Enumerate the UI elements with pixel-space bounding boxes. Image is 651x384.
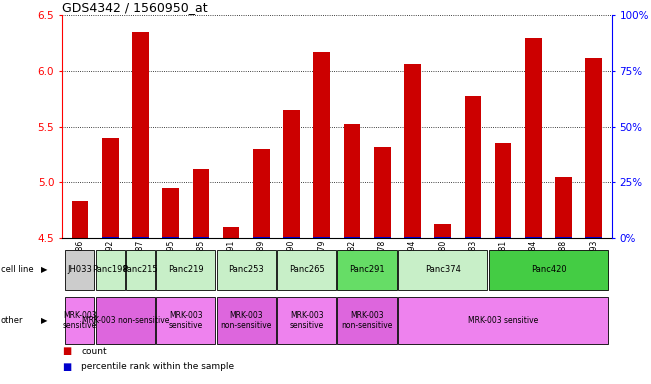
Text: JH033: JH033 [68, 265, 92, 274]
Bar [585, 237, 602, 238]
Bar [555, 237, 572, 238]
Bar [314, 237, 330, 238]
Bar [277, 297, 337, 344]
Bar [253, 237, 270, 238]
Bar [404, 65, 421, 238]
Bar [398, 250, 488, 290]
Text: Panc253: Panc253 [229, 265, 264, 274]
Bar [96, 250, 125, 290]
Text: MRK-003
sensitive: MRK-003 sensitive [290, 311, 324, 330]
Bar [162, 237, 179, 238]
Bar [66, 297, 94, 344]
Bar [72, 201, 89, 238]
Text: Panc219: Panc219 [168, 265, 204, 274]
Text: ▶: ▶ [41, 265, 48, 274]
Bar [337, 250, 396, 290]
Bar [344, 124, 360, 238]
Bar [495, 237, 512, 238]
Bar [495, 144, 512, 238]
Bar [283, 110, 300, 238]
Bar [66, 250, 94, 290]
Text: ■: ■ [62, 362, 71, 372]
Bar [132, 237, 148, 238]
Bar [404, 237, 421, 238]
Text: count: count [81, 347, 107, 356]
Bar [525, 237, 542, 238]
Bar [193, 169, 209, 238]
Bar [217, 250, 276, 290]
Bar [126, 250, 155, 290]
Text: MRK-003 sensitive: MRK-003 sensitive [468, 316, 538, 325]
Bar [102, 138, 118, 238]
Text: GDS4342 / 1560950_at: GDS4342 / 1560950_at [62, 1, 208, 14]
Bar [102, 237, 118, 238]
Bar [465, 237, 481, 238]
Bar [96, 297, 155, 344]
Bar [398, 297, 608, 344]
Bar [489, 250, 608, 290]
Bar [465, 96, 481, 238]
Text: Panc215: Panc215 [122, 265, 158, 274]
Bar [344, 237, 360, 238]
Bar [555, 177, 572, 238]
Text: Panc291: Panc291 [350, 265, 385, 274]
Text: MRK-003
sensitive: MRK-003 sensitive [63, 311, 97, 330]
Bar [156, 297, 215, 344]
Text: ■: ■ [62, 346, 71, 356]
Bar [193, 237, 209, 238]
Bar [253, 149, 270, 238]
Bar [374, 237, 391, 238]
Bar [374, 147, 391, 238]
Text: MRK-003
sensitive: MRK-003 sensitive [169, 311, 203, 330]
Bar [585, 58, 602, 238]
Bar [434, 223, 451, 238]
Text: MRK-003
non-sensitive: MRK-003 non-sensitive [221, 311, 272, 330]
Bar [525, 38, 542, 238]
Text: other: other [1, 316, 23, 325]
Bar [277, 250, 337, 290]
Text: percentile rank within the sample: percentile rank within the sample [81, 362, 234, 371]
Text: cell line: cell line [1, 265, 33, 274]
Text: Panc198: Panc198 [92, 265, 128, 274]
Text: Panc420: Panc420 [531, 265, 566, 274]
Bar [223, 227, 240, 238]
Bar [434, 237, 451, 238]
Bar [283, 237, 300, 238]
Text: Panc265: Panc265 [289, 265, 325, 274]
Bar [337, 297, 396, 344]
Text: Panc374: Panc374 [424, 265, 461, 274]
Bar [156, 250, 215, 290]
Bar [217, 297, 276, 344]
Bar [132, 32, 148, 238]
Text: MRK-003
non-sensitive: MRK-003 non-sensitive [341, 311, 393, 330]
Text: ▶: ▶ [41, 316, 48, 325]
Bar [314, 52, 330, 238]
Bar [162, 188, 179, 238]
Text: MRK-003 non-sensitive: MRK-003 non-sensitive [81, 316, 169, 325]
